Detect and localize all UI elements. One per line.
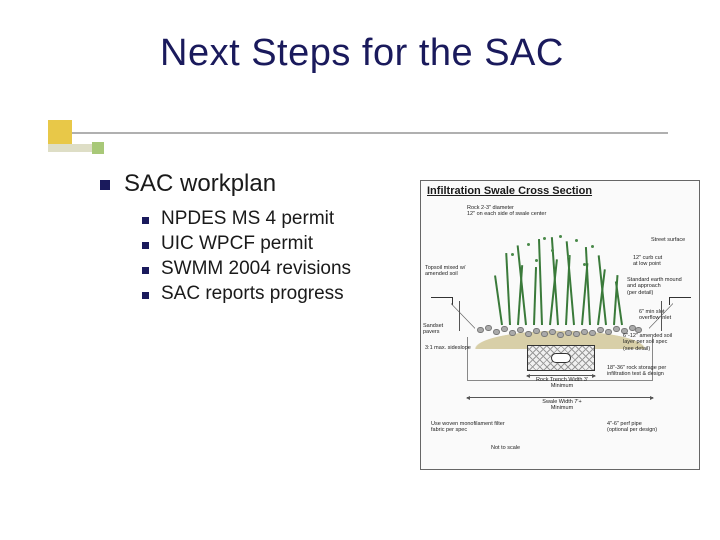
dimension-trench-width bbox=[527, 375, 595, 376]
leader-line bbox=[459, 301, 460, 331]
square-bullet-icon bbox=[142, 242, 149, 249]
decoration-square-yellow bbox=[48, 120, 72, 144]
bullet-level1-text: SAC workplan bbox=[124, 170, 276, 198]
bullet-level2: UIC WPCF permit bbox=[142, 233, 420, 255]
bullet-level2: SWMM 2004 revisions bbox=[142, 258, 420, 280]
label-note-scale: Not to scale bbox=[491, 445, 551, 451]
figure-title: Infiltration Swale Cross Section bbox=[427, 185, 592, 197]
cross-section-diagram: Rock 2-3" diameter 12" on each side of s… bbox=[431, 205, 691, 461]
figure-infiltration-swale: Infiltration Swale Cross Section bbox=[420, 180, 700, 470]
decoration-bar bbox=[48, 132, 668, 134]
bullet-level2-text: UIC WPCF permit bbox=[161, 233, 313, 255]
slide-title: Next Steps for the SAC bbox=[0, 32, 720, 75]
label-street-surface: Street surface bbox=[651, 237, 691, 243]
title-area: Next Steps for the SAC bbox=[0, 32, 720, 75]
label-pipe-note: 4"-6" perf pipe (optional per design) bbox=[607, 421, 691, 434]
square-bullet-icon bbox=[142, 267, 149, 274]
street-surface-left bbox=[431, 297, 453, 305]
vegetation bbox=[491, 235, 631, 325]
leader-line bbox=[661, 301, 662, 331]
bullet-level2-text: SAC reports progress bbox=[161, 283, 344, 305]
label-amended-soil: 6"-12" amended soil layer per soil spec … bbox=[623, 333, 691, 352]
label-curb-notes: 12" curb cut at low point bbox=[633, 255, 691, 268]
label-earth-mound: Standard earth mound and approach (per d… bbox=[627, 277, 691, 296]
label-topsoil: Topsoil mixed w/ amended soil bbox=[425, 265, 473, 278]
label-trench-width: Rock Trench Width 3' Minimum bbox=[519, 377, 605, 390]
label-swale-width: Swale Width 7'+ Minimum bbox=[513, 399, 611, 412]
bullet-level1: SAC workplan bbox=[100, 170, 420, 198]
rock-layer bbox=[477, 323, 643, 339]
label-sandset: Sandset pavers bbox=[423, 323, 457, 336]
bullet-level2: NPDES MS 4 permit bbox=[142, 208, 420, 230]
label-depth-note: 18"-36" rock storage per infiltration te… bbox=[607, 365, 691, 378]
dimension-swale-width bbox=[467, 397, 653, 398]
square-bullet-icon bbox=[100, 180, 110, 190]
body-area: SAC workplan NPDES MS 4 permit UIC WPCF … bbox=[100, 170, 420, 308]
square-bullet-icon bbox=[142, 217, 149, 224]
bullet-level2-list: NPDES MS 4 permit UIC WPCF permit SWMM 2… bbox=[100, 208, 420, 305]
label-overflow-inlet: 6" min slot overflow inlet bbox=[639, 309, 691, 322]
label-side-slope: 3:1 max. sideslope bbox=[425, 345, 481, 351]
square-bullet-icon bbox=[142, 292, 149, 299]
label-filter-fabric: Use woven monofilament filter fabric per… bbox=[431, 421, 535, 434]
slide: Next Steps for the SAC SAC workplan NPDE… bbox=[0, 0, 720, 540]
perforated-pipe bbox=[551, 353, 571, 363]
decoration-bar-short bbox=[48, 144, 98, 152]
bullet-level2-text: SWMM 2004 revisions bbox=[161, 258, 351, 280]
decoration-square-green bbox=[92, 142, 104, 154]
label-rock-top: Rock 2-3" diameter 12" on each side of s… bbox=[467, 205, 577, 218]
bullet-level2-text: NPDES MS 4 permit bbox=[161, 208, 334, 230]
bullet-level2: SAC reports progress bbox=[142, 283, 420, 305]
